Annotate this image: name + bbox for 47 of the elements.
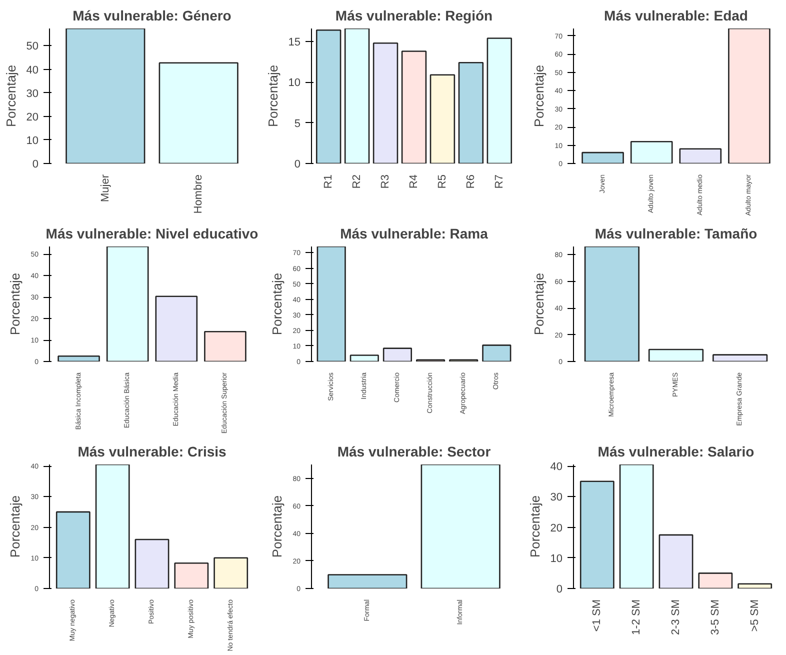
- x-tick-label: Mujer: [99, 174, 112, 202]
- y-axis-title: Porcentaje: [527, 495, 542, 558]
- x-tick-label: 3-5 SM: [709, 599, 722, 635]
- x-tick-label: R5: [436, 174, 448, 189]
- chart-title: Más vulnerable: Género: [72, 8, 232, 24]
- chart-title: Más vulnerable: Edad: [604, 8, 748, 24]
- y-tick-label: 15: [288, 36, 301, 49]
- x-tick-label: R3: [380, 174, 392, 189]
- chart-title: Más vulnerable: Rama: [340, 226, 488, 242]
- y-tick-label: 10: [550, 552, 563, 565]
- y-tick-label: 10: [288, 77, 301, 90]
- y-tick-label: 20: [26, 111, 39, 124]
- y-axis-title: Porcentaje: [8, 495, 23, 558]
- y-tick-label: 0: [556, 584, 563, 596]
- x-tick-label: 2-3 SM: [670, 599, 682, 635]
- x-tick-label: R1: [322, 174, 335, 189]
- y-tick-label: 20: [550, 522, 563, 534]
- x-tick-label: R7: [493, 174, 506, 189]
- y-tick-label: 10: [26, 134, 39, 147]
- chart-title: Más vulnerable: Región: [335, 8, 493, 24]
- y-axis-title: Porcentaje: [270, 495, 285, 558]
- y-tick-label: 40: [550, 461, 563, 474]
- x-tick-label: R6: [464, 174, 477, 189]
- x-tick-label: 1-2 SM: [630, 599, 643, 635]
- y-axis-title: Porcentaje: [3, 64, 18, 128]
- y-tick-label: 30: [550, 492, 563, 504]
- y-tick-label: 0: [32, 158, 39, 170]
- y-tick-label: 5: [294, 118, 301, 130]
- x-tick-label: <1 SM: [591, 599, 604, 632]
- y-axis-title: Porcentaje: [270, 272, 285, 336]
- y-axis-title: Porcentaje: [8, 272, 23, 336]
- y-axis-title: Porcentaje: [265, 64, 280, 128]
- chart-title: Más vulnerable: Nivel educativo: [46, 226, 258, 242]
- y-tick-label: 40: [26, 64, 39, 76]
- x-tick-label: R2: [351, 174, 364, 189]
- chart-title: Más vulnerable: Sector: [337, 444, 492, 460]
- y-tick-label: 0: [294, 158, 301, 170]
- x-tick-label: Hombre: [192, 174, 205, 214]
- y-axis-title: Porcentaje: [532, 64, 547, 128]
- x-tick-label: R4: [408, 174, 420, 189]
- y-tick-label: 50: [26, 40, 39, 53]
- chart-title: Más vulnerable: Salario: [598, 444, 754, 460]
- chart-title: Más vulnerable: Crisis: [78, 444, 227, 460]
- chart-title: Más vulnerable: Tamaño: [594, 226, 758, 242]
- x-tick-label: >5 SM: [748, 599, 761, 632]
- y-axis-title: Porcentaje: [532, 272, 547, 336]
- y-tick-label: 30: [26, 88, 39, 100]
